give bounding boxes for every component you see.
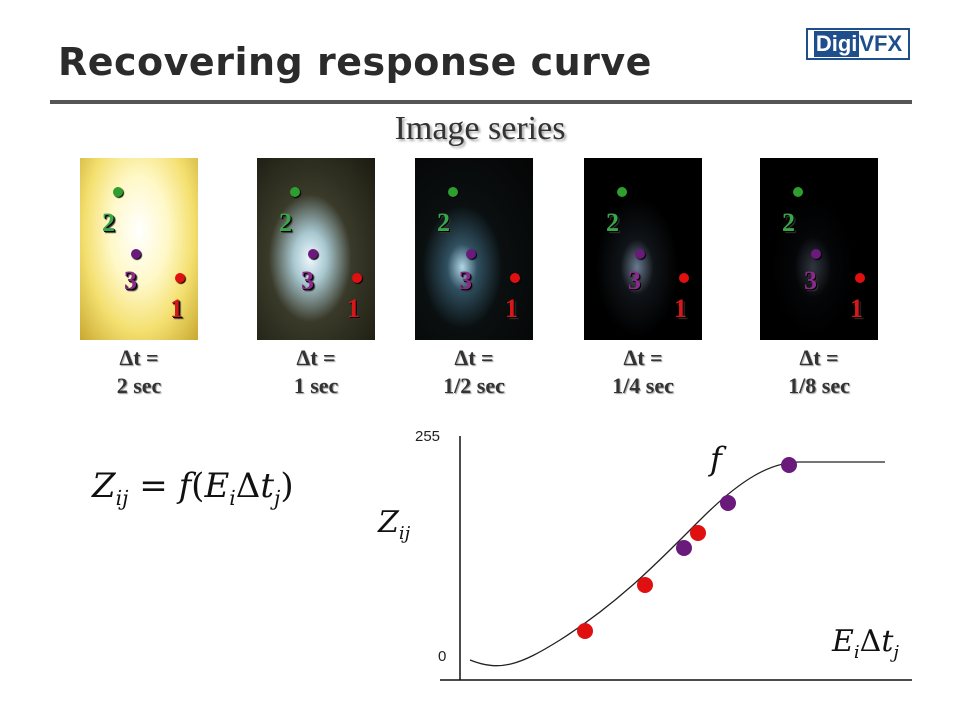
point-label-3: 3 bbox=[459, 266, 472, 295]
point-label-1: 1 bbox=[170, 294, 183, 323]
point-label-2: 2 bbox=[782, 208, 795, 237]
curve-sample-point-6 bbox=[781, 457, 797, 473]
caption-exposure-time: 1/2 sec bbox=[443, 373, 505, 398]
point-label-2: 2 bbox=[437, 208, 450, 237]
point-3-marker bbox=[811, 249, 821, 259]
response-formula: Zij = f(EiΔtj) bbox=[92, 466, 294, 510]
curve-sample-point-5 bbox=[720, 495, 736, 511]
y-tick-0: 0 bbox=[438, 648, 447, 665]
caption-delta-t: Δt = bbox=[296, 345, 336, 370]
point-label-1: 1 bbox=[850, 294, 863, 323]
caption-exposure-time: 1/8 sec bbox=[788, 373, 850, 398]
section-title: Image series bbox=[394, 110, 566, 147]
curve-sample-point-3 bbox=[676, 540, 692, 556]
curve-sample-point-1 bbox=[577, 623, 593, 639]
caption-delta-t: Δt = bbox=[454, 345, 494, 370]
logo-text-vfx: VFX bbox=[859, 31, 903, 56]
point-label-2: 2 bbox=[102, 208, 115, 237]
point-3-marker bbox=[635, 249, 645, 259]
point-label-3: 3 bbox=[124, 266, 137, 295]
point-3-marker bbox=[131, 249, 141, 259]
point-2-marker bbox=[113, 187, 123, 197]
digivfx-logo: Digi VFX bbox=[806, 28, 910, 60]
point-1-marker bbox=[175, 273, 185, 283]
x-axis-label: EiΔtj bbox=[832, 624, 899, 663]
point-3-marker bbox=[308, 249, 318, 259]
caption-delta-t: Δt = bbox=[119, 345, 159, 370]
y-tick-255: 255 bbox=[415, 428, 441, 445]
curve-label: f bbox=[710, 440, 722, 478]
point-3-marker bbox=[466, 249, 476, 259]
caption-delta-t: Δt = bbox=[623, 345, 663, 370]
exposure-caption-2: Δt = 1 sec bbox=[231, 344, 401, 400]
point-label-3: 3 bbox=[804, 266, 817, 295]
curve-sample-point-4 bbox=[690, 525, 706, 541]
response-curve bbox=[469, 461, 885, 667]
point-2-marker bbox=[290, 187, 300, 197]
point-label-1: 1 bbox=[505, 294, 518, 323]
exposure-caption-4: Δt = 1/4 sec bbox=[558, 344, 728, 400]
point-1-marker bbox=[855, 273, 865, 283]
point-1-marker bbox=[510, 273, 520, 283]
caption-exposure-time: 2 sec bbox=[116, 373, 162, 398]
point-label-1: 1 bbox=[674, 294, 687, 323]
point-label-3: 3 bbox=[628, 266, 641, 295]
exposure-caption-1: Δt = 2 sec bbox=[54, 344, 224, 400]
point-label-2: 2 bbox=[279, 208, 292, 237]
exposure-caption-3: Δt = 1/2 sec bbox=[389, 344, 559, 400]
point-label-2: 2 bbox=[606, 208, 619, 237]
exposure-caption-5: Δt = 1/8 sec bbox=[734, 344, 904, 400]
curve-sample-point-2 bbox=[637, 577, 653, 593]
point-1-marker bbox=[352, 273, 362, 283]
slide-title: Recovering response curve bbox=[58, 40, 652, 84]
caption-exposure-time: 1/4 sec bbox=[612, 373, 674, 398]
caption-delta-t: Δt = bbox=[799, 345, 839, 370]
caption-exposure-time: 1 sec bbox=[293, 373, 339, 398]
title-divider bbox=[50, 100, 912, 104]
point-label-3: 3 bbox=[301, 266, 314, 295]
point-2-marker bbox=[448, 187, 458, 197]
point-label-1: 1 bbox=[347, 294, 360, 323]
point-2-marker bbox=[617, 187, 627, 197]
y-axis-label: Zij bbox=[378, 505, 411, 544]
logo-text-digi: Digi bbox=[813, 31, 860, 57]
point-1-marker bbox=[679, 273, 689, 283]
point-2-marker bbox=[793, 187, 803, 197]
